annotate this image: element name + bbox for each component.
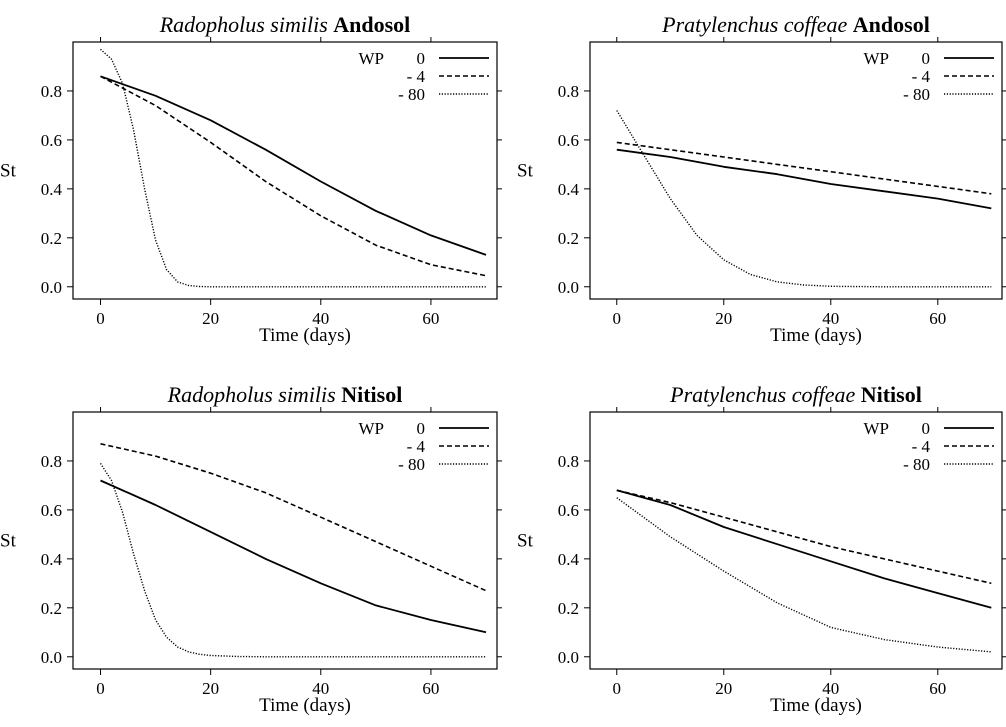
y-tick-label: 0.2 [41,599,62,618]
y-tick-label: 0.6 [41,501,62,520]
plot-frame [72,411,498,670]
x-tick-label: 20 [202,309,219,328]
title-species: Pratylenchus coffeae [669,382,861,407]
chart-panel-3: Radopholus similis Nitisol 0 20 40 60 0.0 0.2 0… [0,382,502,716]
x-axis-label: Time (days) [770,325,862,346]
x-tick-label: 0 [613,679,622,698]
x-tick-label: 20 [715,309,732,328]
x-tick-label: 60 [929,679,946,698]
x-tick-label: 20 [715,679,732,698]
legend-entry-label: 0 [417,49,426,68]
chart-title: Pratylenchus coffeae Nitisol [669,382,922,407]
series-line-3 [616,110,992,288]
y-tick-label: 0.4 [558,550,580,569]
legend-entry-label: 0 [922,49,931,68]
legend-entry-label: - 4 [912,67,931,86]
x-tick-label: 40 [822,309,839,328]
y-tick-label: 0.8 [41,452,62,471]
title-soil: Andosol [853,12,930,37]
series-line-2 [100,443,487,592]
series-line-1 [100,479,487,634]
x-tick-label: 60 [422,679,439,698]
y-tick-label: 0.8 [558,452,579,471]
y-tick-label: 0.4 [558,180,580,199]
legend-title: WP [359,49,385,68]
y-tick-label: 0.6 [558,501,579,520]
legend-entry-label: 0 [922,419,931,438]
y-axis-label: St [0,161,17,182]
y-tick-label: 0.2 [41,229,62,248]
series-line-3 [100,48,486,288]
x-tick-label: 0 [96,679,105,698]
title-species: Pratylenchus coffeae [661,12,853,37]
plot-frame [589,41,1003,300]
x-tick-label: 40 [822,679,839,698]
y-axis-label: St [517,161,534,182]
x-axis-label: Time (days) [770,695,862,716]
y-tick-label: 0.0 [558,648,579,667]
series-line-3 [616,497,992,653]
x-tick-label: 20 [202,679,219,698]
legend-entry-label: 0 [417,419,426,438]
series-line-2 [100,75,487,277]
y-tick-label: 0.0 [41,648,62,667]
plot-frame [589,411,1003,670]
x-axis-label: Time (days) [259,695,351,716]
chart-panel-2: Pratylenchus coffeae Andosol 0 20 40 60 0.0 0.… [517,12,1006,346]
chart-title: Radopholus similis Nitisol [167,382,403,407]
series-line-2 [616,489,992,585]
title-soil: Nitisol [341,382,402,407]
legend-title: WP [864,419,890,438]
legend-entry-label: - 80 [398,85,425,104]
x-tick-label: 60 [422,309,439,328]
legend-title: WP [359,419,385,438]
plot-frame [72,41,498,300]
y-tick-label: 0.0 [558,278,579,297]
legend-entry-label: - 80 [903,85,930,104]
series-line-1 [616,148,992,210]
y-tick-label: 0.2 [558,599,579,618]
legend-entry-label: - 4 [912,437,931,456]
y-axis-label: St [0,531,17,552]
x-tick-label: 40 [312,309,329,328]
title-soil: Nitisol [861,382,922,407]
series-line-1 [616,489,992,609]
legend-entry-label: - 4 [407,437,426,456]
y-tick-label: 0.4 [41,180,63,199]
y-tick-label: 0.8 [41,82,62,101]
chart-title: Pratylenchus coffeae Andosol [661,12,930,37]
legend-title: WP [864,49,890,68]
x-axis-label: Time (days) [259,325,351,346]
chart-panel-1: Radopholus similis Andosol 0 20 40 60 0.0 0.2 0… [0,12,502,346]
title-species: Radopholus similis [167,382,342,407]
series-line-3 [99,463,486,658]
y-tick-label: 0.0 [41,278,62,297]
title-soil: Andosol [333,12,410,37]
title-species: Radopholus similis [159,12,334,37]
y-tick-label: 0.2 [558,229,579,248]
legend-entry-label: - 80 [903,455,930,474]
y-tick-label: 0.4 [41,550,63,569]
y-tick-label: 0.6 [41,131,62,150]
legend-entry-label: - 4 [407,67,426,86]
series-line-1 [100,75,487,256]
x-tick-label: 0 [96,309,105,328]
y-tick-label: 0.6 [558,131,579,150]
chart-title: Radopholus similis Andosol [159,12,411,37]
y-axis-label: St [517,531,534,552]
y-tick-label: 0.8 [558,82,579,101]
legend-entry-label: - 80 [398,455,425,474]
x-tick-label: 40 [312,679,329,698]
x-tick-label: 0 [613,309,622,328]
x-tick-label: 60 [929,309,946,328]
series-line-2 [616,141,992,195]
